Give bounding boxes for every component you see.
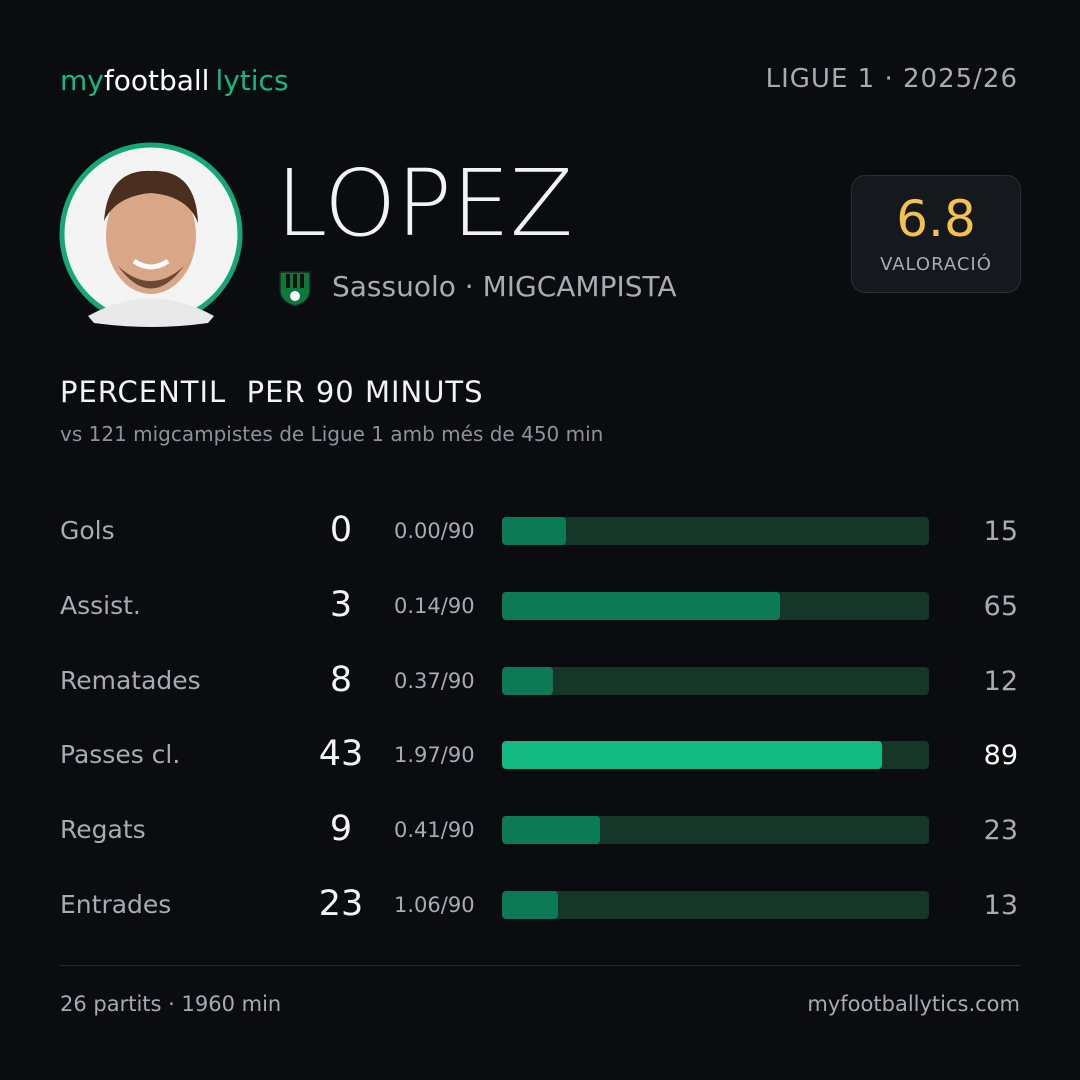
section-title: PERCENTIL PER 90 MINUTS xyxy=(60,375,484,409)
bar-track xyxy=(502,741,929,770)
percentile-bar xyxy=(502,591,780,620)
percentile-value: 23 xyxy=(983,815,1018,847)
stat-per90: 0.14/90 xyxy=(394,593,475,618)
percentile-value: 15 xyxy=(983,516,1018,547)
stat-per90: 0.00/90 xyxy=(394,519,475,543)
stat-per90: 0.37/90 xyxy=(394,668,475,693)
section-subtitle: vs 121 migcampistes de Ligue 1 amb més d… xyxy=(60,422,604,446)
percentile-bar xyxy=(502,816,601,845)
bar-track xyxy=(502,666,929,695)
stat-label: Passes cl. xyxy=(60,740,181,770)
league: LIGUE 1 · 2025/26 xyxy=(765,64,1018,94)
footer-stats: 26 partits · 1960 min xyxy=(60,992,282,1016)
stat-total: 3 xyxy=(329,584,353,625)
stat-per90: 0.41/90 xyxy=(394,818,475,843)
stat-total: 43 xyxy=(318,734,364,775)
percentile-value: 13 xyxy=(983,890,1018,921)
rating: 6.8 xyxy=(896,190,976,248)
bar-track xyxy=(502,591,929,620)
player-name: LOPEZ xyxy=(276,150,574,257)
team-line: Sassuolo · MIGCAMPISTA xyxy=(332,270,677,303)
percentile-bar xyxy=(502,666,554,695)
rating-box: 6.8 VALORACIÓ xyxy=(851,175,1021,293)
brand-part: football xyxy=(103,64,210,97)
bar-track xyxy=(502,517,929,545)
percentile-bar xyxy=(502,517,567,545)
brand-part: my xyxy=(60,64,104,97)
footer-site: myfootballytics.com xyxy=(807,992,1020,1016)
bar-track xyxy=(502,816,929,845)
stat-label: Rematades xyxy=(60,665,201,695)
percentile-value: 12 xyxy=(983,665,1018,697)
stat-total: 9 xyxy=(329,809,353,850)
stat-label: Gols xyxy=(60,516,115,545)
stat-total: 23 xyxy=(318,884,364,924)
percentile-value: 65 xyxy=(983,590,1018,622)
rating-label: VALORACIÓ xyxy=(880,254,992,275)
percentile-bar xyxy=(502,891,558,919)
stat-label: Regats xyxy=(60,815,146,845)
stat-per90: 1.06/90 xyxy=(394,893,475,917)
stat-label: Entrades xyxy=(60,890,172,919)
brand: myfootball lytics xyxy=(60,64,289,97)
player-photo xyxy=(59,142,243,327)
stat-total: 0 xyxy=(329,510,353,550)
team-badge xyxy=(279,271,311,307)
stat-label: Assist. xyxy=(60,590,141,620)
stat-total: 8 xyxy=(329,659,353,700)
divider xyxy=(60,965,1020,966)
percentile-bar xyxy=(502,741,883,770)
stat-per90: 1.97/90 xyxy=(394,743,475,768)
percentile-value: 89 xyxy=(983,740,1018,772)
brand-part: lytics xyxy=(215,64,289,97)
bar-track xyxy=(502,891,929,919)
